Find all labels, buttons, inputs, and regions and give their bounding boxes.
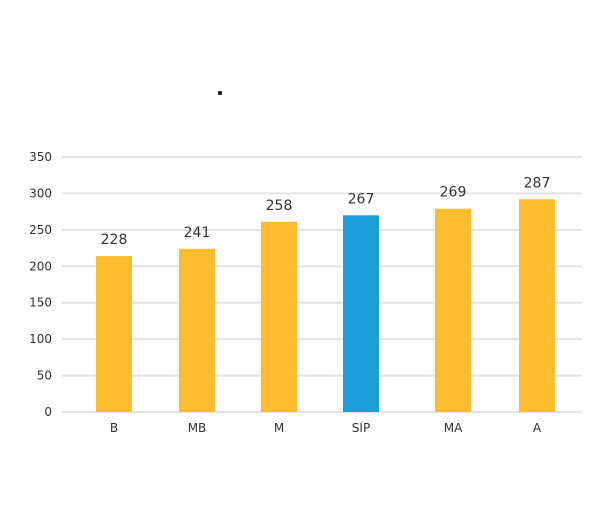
x-tick-label: MB	[188, 421, 207, 435]
bar-ma	[435, 208, 471, 412]
x-tick-label: M	[274, 421, 284, 435]
data-label: 258	[266, 198, 293, 214]
y-tick-label: 250	[29, 223, 52, 237]
bar-a	[519, 199, 555, 412]
y-tick-label: 50	[37, 369, 52, 383]
x-axis-ticks: B MB M SIP MA A	[110, 421, 542, 435]
y-tick-label: 0	[44, 405, 52, 419]
y-axis-ticks: 0 50 100 150 200 250 300 350	[29, 150, 52, 419]
y-tick-label: 100	[29, 332, 52, 346]
data-label: 267	[348, 191, 375, 207]
bar-b	[96, 256, 132, 412]
bar-sip	[343, 215, 379, 412]
y-tick-label: 300	[29, 186, 52, 200]
grid-lines	[62, 156, 582, 413]
data-label: 287	[524, 175, 551, 191]
x-tick-label: SIP	[352, 421, 370, 435]
data-labels: 228 241 258 267 269 287	[101, 175, 551, 248]
data-label: 241	[184, 225, 211, 241]
data-label: 228	[101, 232, 128, 248]
x-tick-label: MA	[444, 421, 463, 435]
x-tick-label: A	[533, 421, 542, 435]
data-label: 269	[440, 185, 467, 201]
bars	[96, 199, 555, 412]
bar-m	[261, 221, 297, 412]
y-tick-label: 350	[29, 150, 52, 164]
stray-dot-mark	[218, 91, 222, 95]
bar-mb	[179, 248, 215, 412]
y-tick-label: 150	[29, 296, 52, 310]
x-tick-label: B	[110, 421, 118, 435]
y-tick-label: 200	[29, 259, 52, 273]
